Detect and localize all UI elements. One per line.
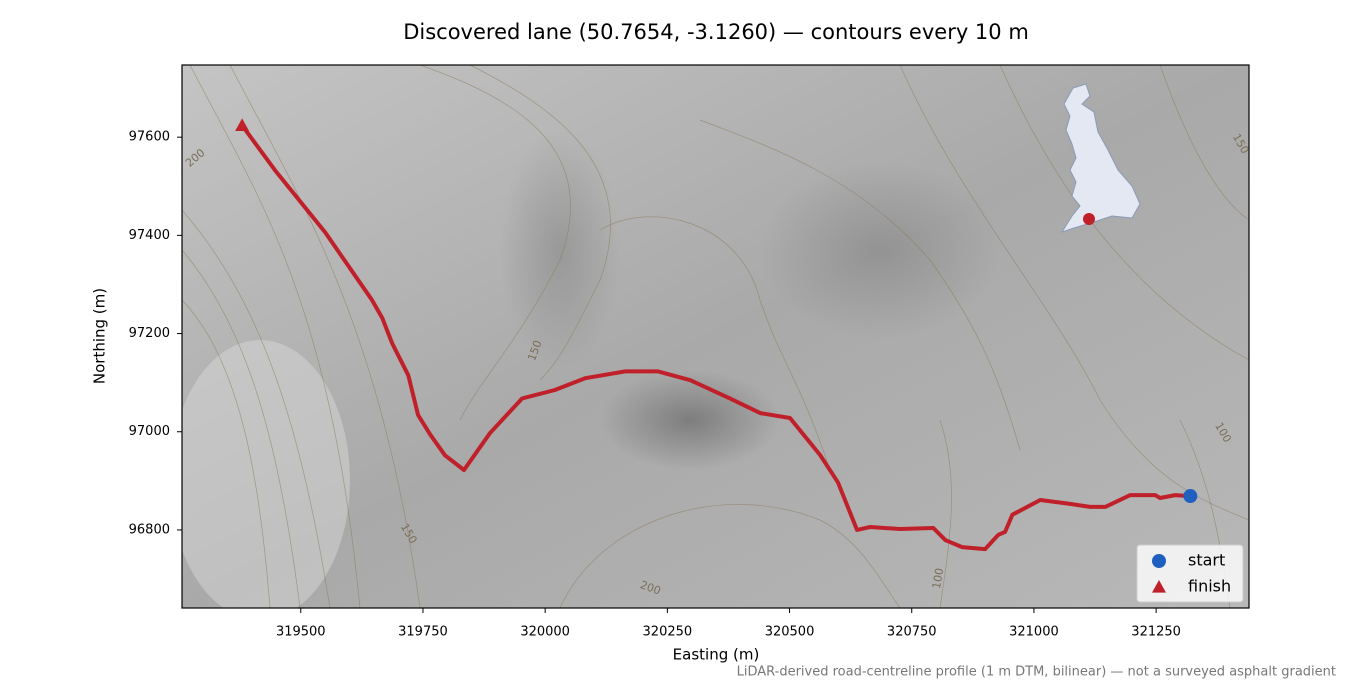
chart-title: Discovered lane (50.7654, -3.1260) — con… bbox=[403, 20, 1029, 44]
inset-map bbox=[1060, 83, 1141, 233]
y-tick-label: 97000 bbox=[129, 424, 170, 439]
contour-label: 100 bbox=[329, 606, 351, 631]
legend: start finish bbox=[1136, 544, 1244, 603]
contour-label: 100 bbox=[930, 567, 946, 590]
plot-frame bbox=[181, 64, 1250, 609]
legend-label: finish bbox=[1188, 577, 1231, 596]
x-tick-label: 319750 bbox=[398, 625, 448, 640]
route-line bbox=[240, 123, 1193, 552]
x-tick-label: 320750 bbox=[887, 625, 937, 640]
y-tick-label: 96800 bbox=[129, 522, 170, 537]
y-tick-label: 97200 bbox=[129, 326, 170, 341]
y-tick-label: 97400 bbox=[129, 228, 170, 243]
x-tick-label: 320000 bbox=[520, 625, 570, 640]
hillshade bbox=[182, 65, 1249, 608]
legend-swatch bbox=[1152, 580, 1166, 593]
legend-swatch bbox=[1152, 554, 1166, 568]
footnote: LiDAR-derived road-centreline profile (1… bbox=[737, 665, 1336, 680]
x-tick-label: 320250 bbox=[643, 625, 693, 640]
marker-finish bbox=[235, 118, 250, 131]
y-axis-label: Northing (m) bbox=[91, 288, 109, 384]
y-tick-label: 97600 bbox=[129, 130, 170, 145]
marker-start bbox=[1183, 489, 1198, 504]
x-tick-label: 321000 bbox=[1009, 625, 1059, 640]
x-tick-label: 321250 bbox=[1131, 625, 1181, 640]
x-tick-label: 320500 bbox=[765, 625, 815, 640]
x-axis-label: Easting (m) bbox=[673, 646, 760, 664]
legend-label: start bbox=[1188, 551, 1225, 570]
x-tick-label: 319500 bbox=[276, 625, 326, 640]
